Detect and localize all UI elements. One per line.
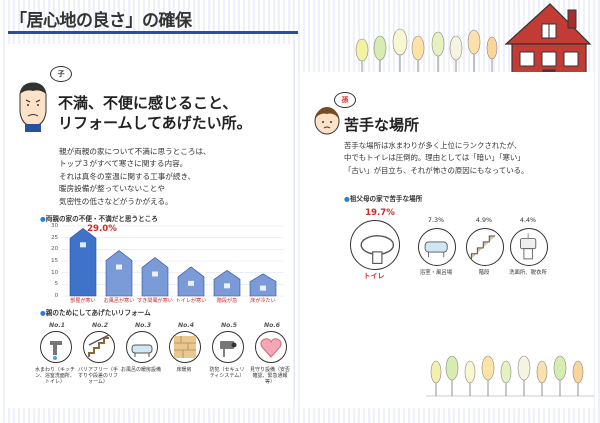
reform-rank-label: No.3 bbox=[134, 322, 152, 329]
bathtub-icon bbox=[126, 331, 158, 363]
left-body-line: 暖房設備が整っていないことや bbox=[59, 184, 165, 194]
reform-section-title: ●親のためにしてあげたいリフォーム bbox=[40, 309, 151, 317]
house-bar bbox=[249, 273, 277, 297]
house-window bbox=[224, 283, 230, 289]
stairs-rail-icon bbox=[83, 331, 115, 363]
toilet-icon bbox=[350, 220, 400, 270]
house-category-label: 部屋が寒い bbox=[70, 298, 96, 304]
place-percent: 4.4% bbox=[519, 216, 537, 224]
left-body-line: 気密性の低さなどがうかがえる。 bbox=[59, 196, 173, 206]
faucet-icon bbox=[40, 331, 72, 363]
place-percent: 4.9% bbox=[475, 216, 493, 224]
y-tick-label: 10 bbox=[51, 269, 58, 276]
y-tick-label: 5 bbox=[54, 281, 58, 288]
house-bar-chart bbox=[62, 225, 284, 297]
floor-heating-icon bbox=[169, 331, 201, 363]
reform-item-label: お風呂の暖房設備 bbox=[121, 367, 162, 373]
house-bar bbox=[69, 227, 97, 297]
reform-rank-label: No.6 bbox=[263, 322, 281, 329]
left-body-line: 親が両親の家について不満に思うところは、 bbox=[59, 147, 211, 156]
child-face-icon bbox=[314, 107, 340, 135]
y-tick-label: 20 bbox=[51, 246, 58, 253]
house-category-label: お風呂が寒い bbox=[103, 298, 135, 304]
house-category-label: トイレが寒い bbox=[175, 298, 207, 304]
y-tick-label: 15 bbox=[51, 258, 58, 264]
reform-rank-label: No.4 bbox=[177, 322, 195, 329]
house-category-label: 階段が急 bbox=[216, 298, 238, 304]
place-label: 洗面所、脱衣所 bbox=[509, 270, 547, 276]
page-divider bbox=[294, 40, 295, 400]
reform-item-label: 水まわり（キッチン、浴室洗面所、トイレ） bbox=[35, 367, 76, 386]
reform-item-label: 床暖房 bbox=[176, 367, 192, 373]
highlight-percent: 29.0% bbox=[87, 224, 117, 234]
security-camera-icon bbox=[212, 331, 244, 363]
place-percent: 19.7% bbox=[365, 208, 395, 218]
heart-icon bbox=[255, 331, 287, 363]
left-body-line: トップ３がすべて寒さに関する内容。 bbox=[59, 159, 188, 169]
house-window bbox=[260, 285, 266, 291]
right-heading: 苦手な場所 bbox=[344, 116, 420, 134]
speech-badge-grandchild: 孫 bbox=[334, 92, 356, 108]
house-window bbox=[152, 271, 158, 277]
left-heading-line1: 不満、不便に感じること、 bbox=[58, 94, 238, 112]
tree-row-bottom bbox=[426, 355, 594, 397]
reform-item-label: バリアフリー（手すりや段差のリフォーム） bbox=[78, 367, 119, 386]
father-face-icon bbox=[19, 82, 47, 132]
place-label: トイレ bbox=[363, 272, 385, 280]
stairs-icon bbox=[466, 228, 504, 266]
place-label: 階段 bbox=[478, 270, 490, 276]
place-percent: 7.3% bbox=[427, 216, 445, 224]
y-tick-label: 25 bbox=[51, 234, 58, 241]
tree-row-top bbox=[352, 28, 500, 77]
left-body-line: それは真冬の室温に関する工事が続き、 bbox=[59, 171, 196, 181]
y-tick-label: 30 bbox=[51, 223, 58, 229]
reform-rank-label: No.2 bbox=[91, 322, 109, 329]
reform-item-label: 防犯（セキュリティシステム） bbox=[209, 367, 245, 380]
left-chart-title: ●両親の家の不便・不満だと思うところ bbox=[40, 215, 158, 223]
left-chart-title-text: 両親の家の不便・不満だと思うところ bbox=[45, 215, 158, 223]
reform-item-label: 見守り設備（安否確認、緊急通報等） bbox=[250, 367, 291, 386]
y-tick-label: 0 bbox=[54, 293, 58, 299]
reform-rank-label: No.1 bbox=[48, 322, 66, 329]
house-bar bbox=[141, 257, 169, 297]
house-window bbox=[188, 280, 194, 286]
speech-badge-child: 子 bbox=[50, 66, 72, 82]
right-chart-title: ●祖父母の家で苦手な場所 bbox=[344, 195, 423, 203]
house-window bbox=[80, 242, 86, 248]
right-body-text: 苦手な場所は水まわりが多く上位にランクされたが、 中でもトイレは圧倒的。理由とし… bbox=[344, 140, 528, 177]
washroom-icon bbox=[510, 228, 548, 266]
left-body-text: 親が両親の家について不満に思うところは、 トップ３がすべて寒さに関する内容。 そ… bbox=[59, 146, 211, 208]
house-category-label: すき間風が寒い bbox=[137, 298, 173, 304]
right-chart-title-text: 祖父母の家で苦手な場所 bbox=[349, 195, 423, 203]
bathtub-icon bbox=[418, 228, 456, 266]
reform-section-title-text: 親のためにしてあげたいリフォーム bbox=[45, 309, 151, 317]
right-body-line: 苦手な場所は水まわりが多く上位にランクされたが、 bbox=[344, 141, 522, 150]
house-window bbox=[116, 264, 122, 270]
title-underline bbox=[8, 31, 298, 34]
right-body-line: 「古い」が目立ち、それが怖さの原因にもなっている。 bbox=[344, 165, 529, 175]
left-heading-line2: リフォームしてあげたい所。 bbox=[58, 114, 252, 132]
page-title: 「居心地の良さ」の確保 bbox=[10, 11, 192, 31]
place-label: 浴室・風呂場 bbox=[419, 270, 453, 276]
house-category-label: 床が冷たい bbox=[250, 298, 276, 304]
house-bar bbox=[213, 269, 241, 297]
right-body-line: 中でもトイレは圧倒的。理由としては「暗い」「寒い」 bbox=[344, 153, 525, 163]
reform-rank-label: No.5 bbox=[220, 322, 238, 329]
house-bar bbox=[105, 250, 133, 297]
